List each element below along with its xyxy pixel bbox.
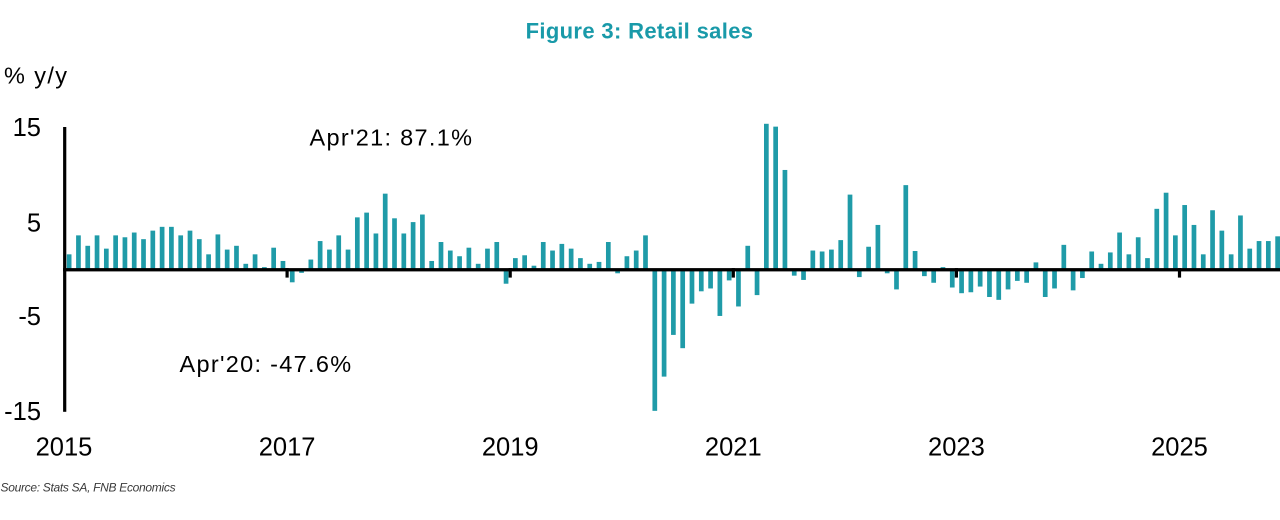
svg-text:Apr'21: 87.1%: Apr'21: 87.1% [310, 124, 474, 150]
svg-text:Figure 3: Retail sales: Figure 3: Retail sales [526, 19, 754, 44]
svg-text:2021: 2021 [705, 434, 762, 462]
svg-text:-15: -15 [4, 398, 41, 426]
svg-text:2019: 2019 [482, 434, 539, 462]
svg-text:2017: 2017 [259, 434, 316, 462]
svg-text:5: 5 [27, 210, 41, 238]
svg-text:% y/y: % y/y [4, 62, 68, 88]
svg-text:Apr'20: -47.6%: Apr'20: -47.6% [180, 351, 353, 377]
svg-text:Source: Stats SA, FNB Economic: Source: Stats SA, FNB Economics [1, 480, 176, 494]
svg-text:2025: 2025 [1151, 434, 1208, 462]
svg-text:2015: 2015 [36, 434, 93, 462]
svg-text:15: 15 [13, 114, 41, 142]
svg-text:-5: -5 [18, 303, 41, 331]
svg-text:2023: 2023 [928, 434, 985, 462]
